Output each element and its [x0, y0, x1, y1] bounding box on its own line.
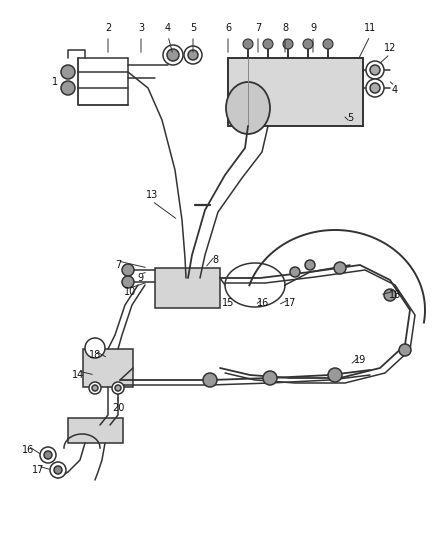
- Text: 18: 18: [389, 290, 401, 300]
- Circle shape: [44, 451, 52, 459]
- Circle shape: [370, 65, 380, 75]
- Text: 9: 9: [137, 273, 143, 283]
- Text: 17: 17: [284, 298, 296, 308]
- Circle shape: [305, 260, 315, 270]
- Text: 4: 4: [392, 85, 398, 95]
- Circle shape: [263, 39, 273, 49]
- Text: 11: 11: [364, 23, 376, 33]
- Text: 20: 20: [112, 403, 124, 413]
- Text: 3: 3: [138, 23, 144, 33]
- Circle shape: [122, 276, 134, 288]
- Circle shape: [112, 382, 124, 394]
- Bar: [228, 58, 363, 126]
- Circle shape: [263, 371, 277, 385]
- Circle shape: [115, 385, 121, 391]
- Circle shape: [203, 373, 217, 387]
- Text: 17: 17: [32, 465, 44, 475]
- Circle shape: [167, 49, 179, 61]
- Text: 16: 16: [257, 298, 269, 308]
- Text: 2: 2: [105, 23, 111, 33]
- Text: 7: 7: [255, 23, 261, 33]
- Bar: [68, 418, 123, 443]
- Text: 14: 14: [72, 370, 84, 380]
- Text: 8: 8: [212, 255, 218, 265]
- Circle shape: [370, 83, 380, 93]
- Circle shape: [184, 46, 202, 64]
- Circle shape: [366, 79, 384, 97]
- Text: 12: 12: [384, 43, 396, 53]
- Circle shape: [122, 264, 134, 276]
- Circle shape: [50, 462, 66, 478]
- Circle shape: [163, 45, 183, 65]
- Circle shape: [61, 65, 75, 79]
- Circle shape: [290, 267, 300, 277]
- Circle shape: [366, 61, 384, 79]
- Text: 19: 19: [354, 355, 366, 365]
- Circle shape: [399, 344, 411, 356]
- Text: 10: 10: [124, 287, 136, 297]
- Bar: [155, 268, 220, 308]
- Circle shape: [40, 447, 56, 463]
- Text: 18: 18: [89, 350, 101, 360]
- Text: 6: 6: [225, 23, 231, 33]
- Text: 5: 5: [347, 113, 353, 123]
- Circle shape: [61, 81, 75, 95]
- Circle shape: [243, 39, 253, 49]
- Text: 13: 13: [146, 190, 158, 200]
- Circle shape: [384, 289, 396, 301]
- Circle shape: [92, 385, 98, 391]
- Text: 4: 4: [165, 23, 171, 33]
- Circle shape: [85, 338, 105, 358]
- Text: 8: 8: [282, 23, 288, 33]
- Circle shape: [323, 39, 333, 49]
- Circle shape: [54, 466, 62, 474]
- Text: 1: 1: [52, 77, 58, 87]
- Circle shape: [89, 382, 101, 394]
- Circle shape: [188, 50, 198, 60]
- Circle shape: [303, 39, 313, 49]
- Ellipse shape: [226, 82, 270, 134]
- Circle shape: [283, 39, 293, 49]
- Text: 7: 7: [115, 260, 121, 270]
- Text: 15: 15: [222, 298, 234, 308]
- Text: 5: 5: [190, 23, 196, 33]
- Text: 9: 9: [310, 23, 316, 33]
- Circle shape: [328, 368, 342, 382]
- Bar: [83, 349, 133, 387]
- Circle shape: [334, 262, 346, 274]
- Text: 16: 16: [22, 445, 34, 455]
